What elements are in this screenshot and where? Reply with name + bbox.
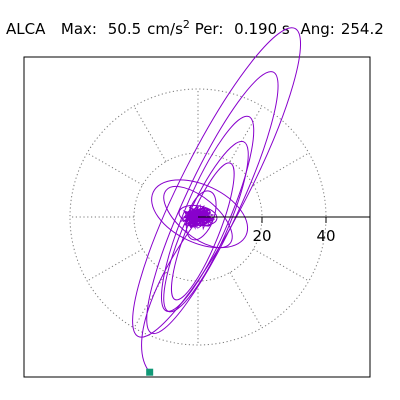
max-value: 50.5	[107, 20, 142, 38]
grid-spoke-300	[86, 152, 143, 186]
max-unit-power: 2	[182, 18, 190, 31]
grid-spoke-60	[253, 152, 310, 186]
grid-spoke-120	[253, 248, 310, 282]
trace-loop-7	[163, 185, 233, 249]
motion-traces	[132, 27, 302, 373]
tick-label-40: 40	[316, 227, 335, 245]
trace-loop-2	[146, 71, 279, 335]
tick-label-20: 20	[252, 227, 271, 245]
ang-label: Ang:	[300, 20, 335, 38]
station-code: ALCA	[6, 20, 46, 38]
peak-marker-square	[146, 368, 154, 376]
grid-spoke-150	[229, 272, 263, 329]
grid-spoke-330	[133, 105, 167, 162]
peak-marker	[146, 368, 154, 376]
per-value: 0.190 s	[234, 20, 290, 38]
plot-header: ALCA Max: 50.5 cm/s2 Per: 0.190 s Ang: 254…	[6, 18, 390, 40]
max-unit: cm/s	[147, 20, 183, 38]
radial-axis: 20 40	[198, 216, 370, 245]
max-label: Max:	[60, 20, 97, 38]
grid-spoke-240	[86, 248, 143, 282]
grid-spoke-30	[229, 105, 263, 162]
per-label: Per:	[194, 20, 224, 38]
grid-spoke-210	[133, 272, 167, 329]
trace-peak-arm	[141, 223, 196, 373]
ang-value: 254.2	[340, 20, 384, 38]
trace-loop-1	[132, 27, 302, 338]
trace-loop-6	[151, 179, 249, 249]
